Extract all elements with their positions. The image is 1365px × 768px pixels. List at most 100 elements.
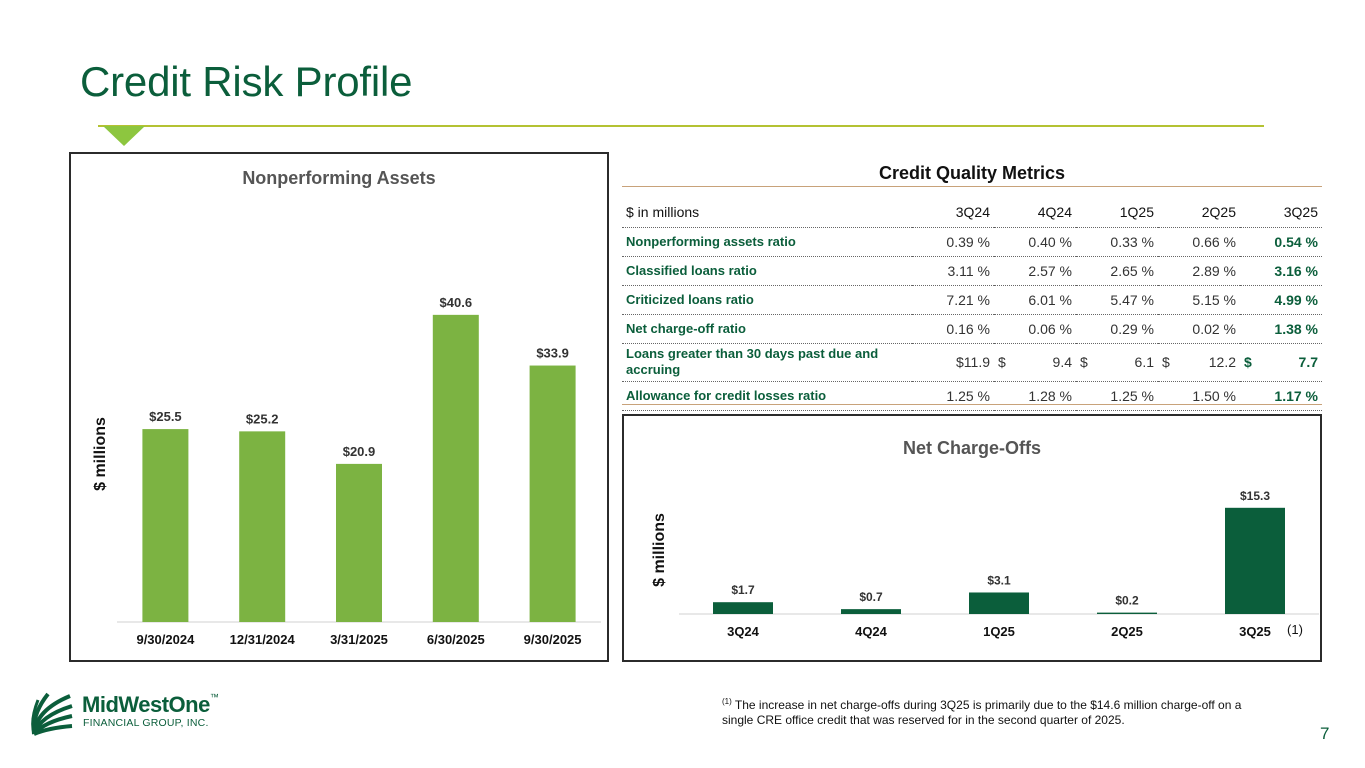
- metrics-cell: 3.11 %: [912, 256, 994, 286]
- metrics-cell-value: 0.66 %: [1192, 233, 1236, 250]
- x-tick-label: 4Q24: [855, 624, 888, 639]
- metrics-cell: 3.16 %: [1240, 256, 1322, 286]
- metrics-row: Nonperforming assets ratio 0.39 % 0.40 % 0.…: [622, 227, 1322, 257]
- metrics-header-row: $ in millions 3Q24 4Q24 1Q25 2Q25 3Q25: [622, 198, 1322, 228]
- npa-chart: $ millions $25.5 9/30/2024 $25.2 12/31/2024 $…: [92, 295, 601, 647]
- metrics-cell-value: 1.17 %: [1274, 387, 1318, 404]
- metrics-row-label: Criticized loans ratio: [622, 285, 912, 315]
- metrics-cell-value: 0.39 %: [946, 233, 990, 250]
- bar: [529, 365, 576, 622]
- nco-chart-title: Net Charge-Offs: [902, 438, 1041, 458]
- metrics-title: Credit Quality Metrics: [878, 163, 1066, 183]
- metrics-cell: 1.25 %: [912, 381, 994, 411]
- bar: [336, 463, 382, 622]
- metrics-cell: 0.29 %: [1076, 314, 1158, 344]
- metrics-row: Net charge-off ratio 0.16 % 0.06 % 0.29 % 0.…: [622, 314, 1322, 344]
- metrics-cell-value: 0.16 %: [946, 320, 990, 337]
- title-marker-icon: [103, 126, 145, 146]
- nco-chart: $ millions $1.7 3Q24 $0.7 4Q24 $3.1 1Q25 $0.2 2Q…: [651, 489, 1319, 639]
- data-label: $3.1: [987, 573, 1011, 587]
- metrics-cell-value: $11.9: [956, 354, 990, 370]
- logo-wordmark: MidWestOne™: [82, 692, 219, 717]
- metrics-cell: 0.16 %: [912, 314, 994, 344]
- data-label: $33.9: [536, 346, 569, 361]
- metrics-cell: 0.02 %: [1158, 314, 1240, 344]
- logo-mark-icon: [31, 692, 73, 736]
- metrics-cell: $7.7: [1240, 343, 1322, 382]
- metrics-cell-value: 1.25 %: [1110, 387, 1154, 404]
- page-number: 7: [1320, 724, 1330, 743]
- metrics-cell-value: 6.01 %: [1028, 291, 1072, 308]
- metrics-unit-label: $ in millions: [622, 198, 912, 228]
- metrics-cell: $12.2: [1158, 343, 1240, 382]
- metrics-cell: 1.25 %: [1076, 381, 1158, 411]
- metrics-cell: $9.4: [994, 343, 1076, 382]
- metrics-cell-value: 7.21 %: [946, 291, 990, 308]
- metrics-column-header: 1Q25: [1076, 198, 1158, 228]
- metrics-cell: 2.57 %: [994, 256, 1076, 286]
- bar: [432, 314, 479, 622]
- company-logo: MidWestOne™ FINANCIAL GROUP, INC.: [30, 690, 230, 736]
- metrics-cell-value: 1.38 %: [1274, 320, 1318, 337]
- data-label: $25.2: [246, 411, 279, 426]
- logo-subtitle: FINANCIAL GROUP, INC.: [83, 717, 209, 729]
- data-label: $1.7: [731, 583, 755, 597]
- footnote-reference: (1): [1287, 622, 1303, 637]
- metrics-cell: 0.54 %: [1240, 227, 1322, 257]
- metrics-cell: 0.06 %: [994, 314, 1076, 344]
- metrics-cell-prefix: $: [1162, 354, 1170, 370]
- x-tick-label: 3Q25: [1239, 624, 1271, 639]
- metrics-cell: 5.15 %: [1158, 285, 1240, 315]
- metrics-cell-value: 7.7: [1298, 354, 1318, 370]
- metrics-cell: 7.21 %: [912, 285, 994, 315]
- metrics-cell-prefix: $: [1244, 354, 1252, 370]
- title-rule: [98, 125, 1264, 127]
- metrics-row-label: Nonperforming assets ratio: [622, 227, 912, 257]
- x-tick-label: 6/30/2025: [427, 632, 485, 647]
- data-label: $0.7: [859, 590, 883, 604]
- metrics-cell-value: 2.65 %: [1110, 262, 1154, 279]
- data-label: $20.9: [343, 444, 376, 459]
- page-title: Credit Risk Profile: [80, 58, 413, 105]
- metrics-row: Allowance for credit losses ratio 1.25 % 1…: [622, 381, 1322, 411]
- metrics-bottom-rule: [622, 404, 1322, 405]
- x-tick-label: 3/31/2025: [330, 632, 388, 647]
- metrics-cell: 4.99 %: [1240, 285, 1322, 315]
- metrics-cell: 5.47 %: [1076, 285, 1158, 315]
- x-tick-label: 1Q25: [983, 624, 1015, 639]
- metrics-cell: 1.38 %: [1240, 314, 1322, 344]
- metrics-cell-value: 1.50 %: [1192, 387, 1236, 404]
- x-tick-label: 9/30/2024: [136, 632, 195, 647]
- y-axis-label: $ millions: [651, 513, 668, 587]
- metrics-cell-value: 12.2: [1208, 354, 1236, 370]
- metrics-cell: 6.01 %: [994, 285, 1076, 315]
- metrics-row-label: Loans greater than 30 days past due and …: [622, 343, 912, 382]
- metrics-top-rule: [622, 186, 1322, 187]
- metrics-column-header: 3Q25: [1240, 198, 1322, 228]
- footnote-text: The increase in net charge-offs during 3…: [722, 698, 1242, 727]
- bar: [1097, 612, 1157, 614]
- metrics-cell-prefix: $: [998, 354, 1006, 370]
- metrics-cell-value: 0.06 %: [1028, 320, 1072, 337]
- metrics-cell: 2.89 %: [1158, 256, 1240, 286]
- metrics-column-header: 4Q24: [994, 198, 1076, 228]
- metrics-cell-value: 0.29 %: [1110, 320, 1154, 337]
- metrics-cell: 1.17 %: [1240, 381, 1322, 411]
- y-axis-label: $ millions: [92, 417, 109, 491]
- metrics-cell-value: 1.28 %: [1028, 387, 1072, 404]
- metrics-cell-value: 1.25 %: [946, 387, 990, 404]
- metrics-column-header: 3Q24: [912, 198, 994, 228]
- metrics-cell: $6.1: [1076, 343, 1158, 382]
- x-tick-label: 3Q24: [727, 624, 760, 639]
- metrics-cell: 1.50 %: [1158, 381, 1240, 411]
- metrics-cell-value: 2.57 %: [1028, 262, 1072, 279]
- footnote: (1) The increase in net charge-offs duri…: [722, 694, 1262, 728]
- net-charge-offs-panel: Net Charge-Offs $ millions $1.7 3Q24 $0.7 4Q…: [622, 414, 1322, 662]
- metrics-cell: 0.40 %: [994, 227, 1076, 257]
- bar: [841, 609, 901, 614]
- x-tick-label: 2Q25: [1111, 624, 1143, 639]
- nonperforming-assets-panel: Nonperforming Assets $ millions $25.5 9/30…: [69, 152, 609, 662]
- metrics-cell-value: 4.99 %: [1274, 291, 1318, 308]
- bar: [1225, 507, 1285, 614]
- bar: [239, 431, 286, 622]
